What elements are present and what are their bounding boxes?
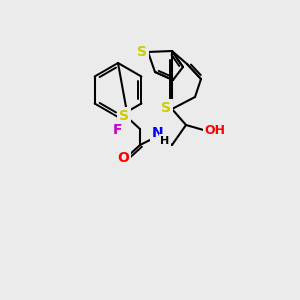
- Text: N: N: [152, 126, 164, 140]
- Text: S: S: [137, 45, 147, 59]
- Text: F: F: [113, 123, 123, 137]
- Text: H: H: [160, 136, 169, 146]
- Text: S: S: [119, 109, 129, 123]
- Text: S: S: [161, 101, 171, 115]
- Text: OH: OH: [205, 124, 226, 137]
- Text: O: O: [117, 151, 129, 165]
